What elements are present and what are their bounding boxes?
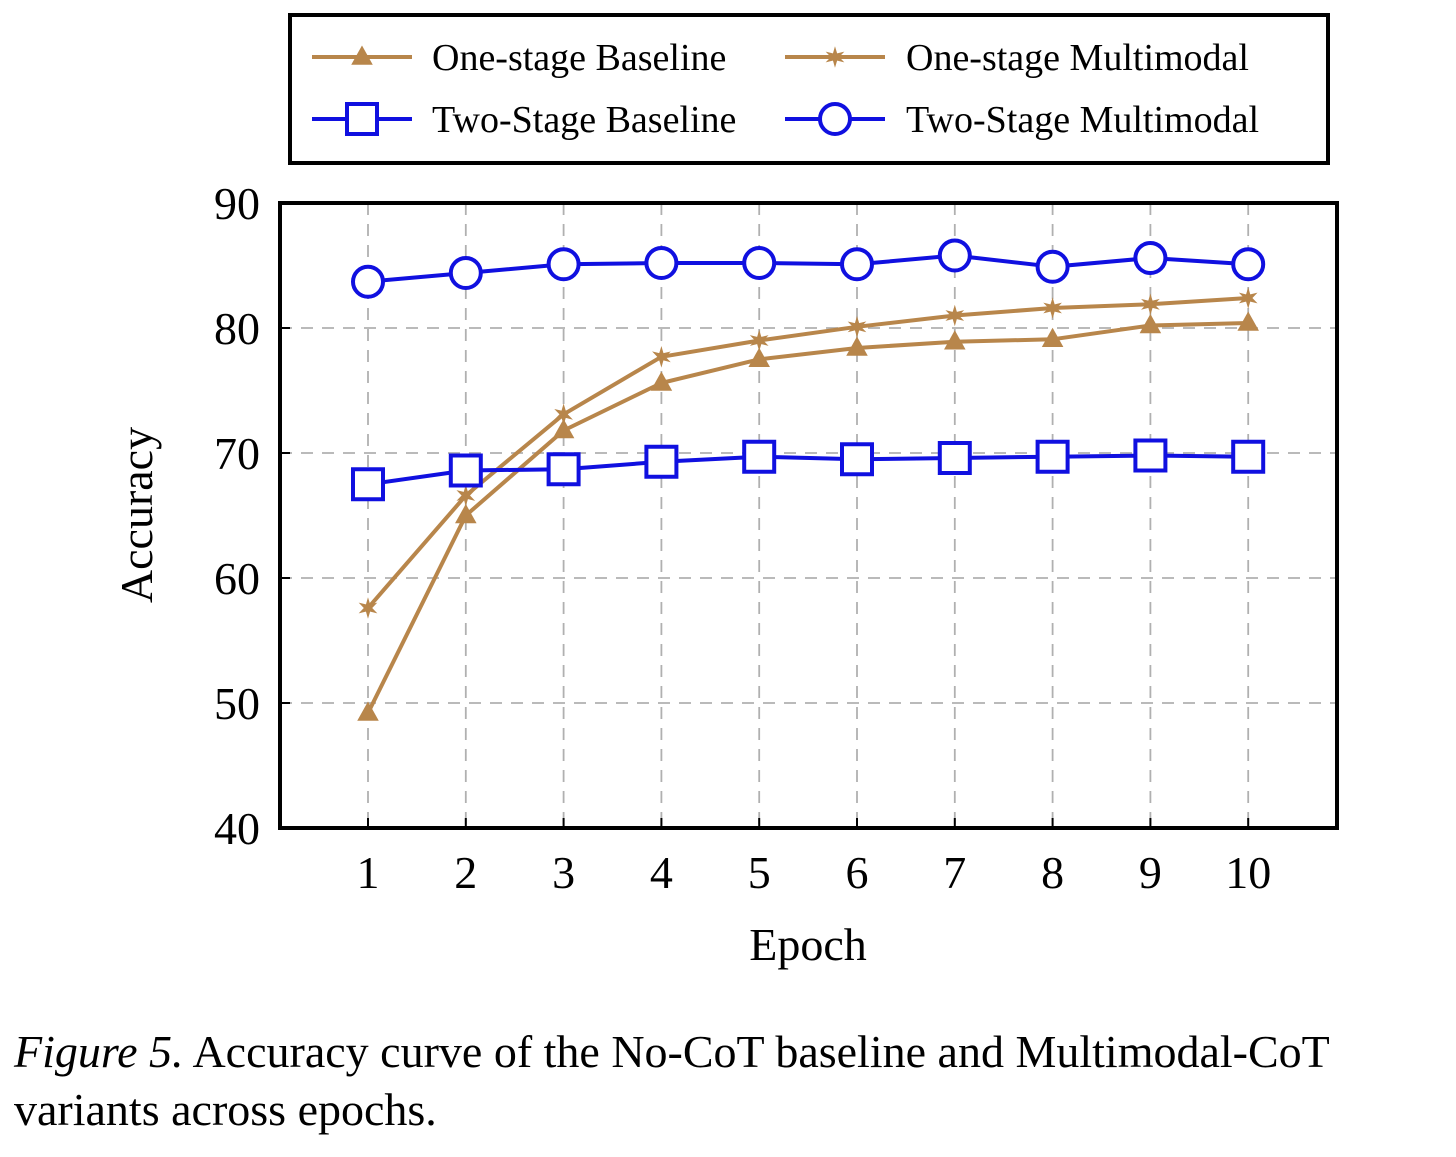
star-marker: [1141, 293, 1160, 316]
x-tick-label: 5: [748, 847, 771, 898]
square-marker: [742, 439, 777, 474]
caption-label: Figure 5.: [14, 1026, 184, 1077]
legend-label: One-stage Baseline: [432, 37, 726, 79]
legend-entry: Two-Stage Multimodal: [785, 99, 1259, 141]
series-two-stage-multimodal: [351, 238, 1266, 299]
square-marker: [546, 452, 581, 487]
circle-marker: [448, 256, 483, 290]
x-tick-label: 3: [552, 847, 575, 898]
legend-label: One-stage Multimodal: [906, 37, 1249, 79]
tick-labels: 1 2 3 4 5 6 7 8 9 10 40 50 60 70 80 90: [214, 178, 1271, 898]
caption-text: Accuracy curve of the No-CoT baseline an…: [14, 1026, 1329, 1135]
star-marker: [847, 316, 867, 338]
x-tick-label: 1: [357, 847, 380, 898]
circle-marker: [1133, 241, 1168, 275]
plot-frame: [278, 201, 1339, 830]
triangle-marker: [351, 45, 373, 65]
circle-marker: [1231, 247, 1266, 282]
series-one-stage-multimodal: [358, 287, 1258, 619]
triangle-marker: [650, 371, 673, 391]
circle-marker: [546, 247, 581, 282]
y-tick-label: 60: [214, 553, 260, 604]
star-marker: [1043, 297, 1062, 319]
legend-label: Two-Stage Multimodal: [906, 99, 1259, 141]
circle-marker: [937, 238, 972, 273]
star-marker: [825, 46, 845, 68]
square-marker: [1133, 438, 1168, 473]
series-line: [367, 453, 1249, 487]
legend-entry: Two-Stage Baseline: [312, 99, 736, 141]
grid: [280, 202, 1337, 829]
y-tick-label: 90: [214, 178, 260, 229]
star-marker: [652, 346, 671, 368]
square-marker: [351, 467, 385, 502]
legend-entry: One-stage Multimodal: [785, 37, 1249, 79]
series-line: [366, 296, 1249, 610]
square-marker: [840, 442, 874, 477]
star-marker: [945, 304, 965, 327]
x-tick-label: 6: [846, 847, 869, 898]
y-tick-label: 40: [214, 803, 260, 854]
star-marker: [1238, 287, 1258, 309]
legend: One-stage Baseline One-stage Multimodal Tw…: [288, 13, 1330, 165]
circle-marker: [818, 102, 852, 136]
legend-box: [288, 13, 1330, 165]
square-marker: [937, 441, 972, 475]
triangle-marker: [552, 418, 575, 439]
legend-label: Two-Stage Baseline: [432, 99, 736, 141]
square-marker: [1231, 439, 1266, 474]
star-marker: [554, 403, 573, 426]
y-tick-label: 70: [214, 428, 260, 479]
triangle-marker: [944, 330, 966, 350]
legend-entry: One-stage Baseline: [312, 37, 726, 79]
square-marker: [1035, 439, 1070, 474]
y-tick-label: 50: [214, 678, 260, 729]
y-axis-title: Accuracy: [111, 427, 162, 603]
figure-caption: Figure 5. Accuracy curve of the No-CoT b…: [14, 1023, 1444, 1139]
x-axis-title: Epoch: [749, 919, 867, 970]
series-layer: [351, 238, 1266, 721]
triangle-marker: [846, 336, 868, 356]
y-tick-label: 80: [214, 303, 260, 354]
x-tick-label: 8: [1041, 847, 1064, 898]
square-marker: [345, 102, 379, 136]
star-marker: [358, 597, 378, 619]
triangle-marker: [1041, 327, 1064, 347]
x-tick-label: 7: [943, 847, 966, 898]
series-one-stage-baseline: [357, 311, 1259, 721]
circle-marker: [742, 246, 777, 280]
series-two-stage-baseline: [351, 438, 1266, 502]
line-chart: 1 2 3 4 5 6 7 8 9 10 40 50 60 70 80 90 Epoch Accuracy O…: [111, 13, 1339, 970]
triangle-marker: [455, 503, 477, 524]
triangle-marker: [1139, 313, 1162, 334]
series-line: [367, 253, 1249, 284]
circle-marker: [351, 264, 385, 299]
series-line: [366, 321, 1249, 714]
x-tick-label: 10: [1225, 847, 1271, 898]
square-marker: [644, 444, 679, 479]
circle-marker: [840, 247, 874, 282]
circle-marker: [644, 246, 679, 280]
x-tick-label: 2: [454, 847, 477, 898]
triangle-marker: [1237, 311, 1259, 331]
star-marker: [456, 484, 476, 507]
star-marker: [749, 329, 769, 352]
x-tick-label: 4: [650, 847, 673, 898]
triangle-marker: [748, 347, 770, 367]
x-tick-label: 9: [1139, 847, 1162, 898]
circle-marker: [1035, 249, 1070, 284]
triangle-marker: [357, 701, 379, 721]
square-marker: [448, 453, 483, 488]
